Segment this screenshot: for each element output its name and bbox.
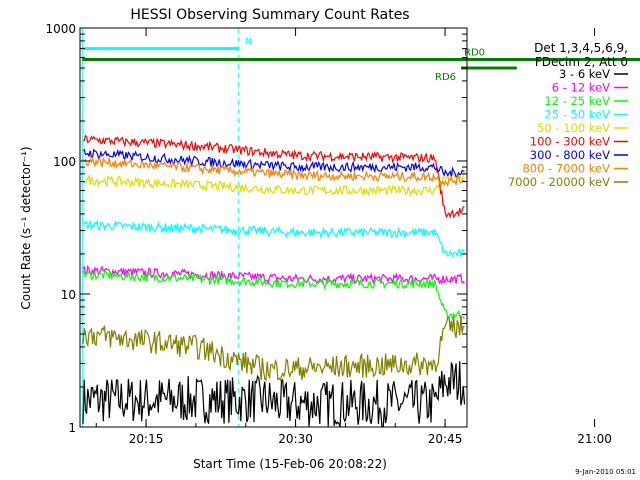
plot-frame — [79, 27, 468, 428]
series-line-0 — [82, 361, 466, 428]
series-line-6 — [82, 148, 465, 178]
flag-label-1: RD0 — [464, 47, 485, 58]
x-tick-label-3: 21:00 — [577, 432, 612, 446]
legend-header-0: Det 1,3,4,5,6,9, — [534, 41, 628, 55]
legend-label-1: 6 - 12 keV — [552, 81, 610, 95]
legend-label-5: 100 - 300 keV — [530, 135, 610, 149]
y-tick-label-0: 1 — [68, 421, 76, 435]
y-axis: 1 10 100 1000 — [45, 22, 467, 435]
y-tick-label-2: 100 — [53, 155, 76, 169]
legend-header-1: FDecim 2, Att 0 — [535, 55, 628, 69]
legend-label-8: 7000 - 20000 keV — [508, 175, 610, 189]
legend-label-6: 300 - 800 keV — [530, 148, 610, 162]
series-layer — [82, 134, 466, 428]
legend-label-4: 50 - 100 keV — [537, 121, 610, 135]
x-tick-label-2: 20:45 — [428, 432, 463, 446]
legend-label-2: 12 - 25 keV — [544, 94, 610, 108]
legend-label-3: 25 - 50 keV — [544, 108, 610, 122]
x-tick-label-0: 20:15 — [129, 432, 164, 446]
flag-label-2: RD6 — [435, 72, 456, 83]
y-axis-label: Count Rate (s⁻¹ detector⁻¹) — [19, 146, 33, 309]
y-tick-label-1: 10 — [61, 288, 76, 302]
series-line-5 — [83, 134, 465, 219]
legend-label-7: 800 - 7000 keV — [522, 162, 610, 176]
footer-date: 9-Jan-2010 05:01 — [575, 468, 636, 476]
series-line-2 — [82, 269, 465, 321]
vertical-markers — [81, 28, 240, 427]
flag-label-0: N — [245, 37, 252, 48]
chart-title: HESSI Observing Summary Count Rates — [130, 7, 409, 23]
series-line-8 — [82, 315, 465, 382]
flag-bars: NRD0RD6S — [82, 37, 640, 83]
x-axis-label: Start Time (15-Feb-06 20:08:22) — [193, 457, 387, 471]
x-tick-label-1: 20:30 — [278, 432, 313, 446]
series-line-7 — [82, 156, 465, 188]
legend-label-0: 3 - 6 keV — [559, 67, 610, 81]
legend: Det 1,3,4,5,6,9,FDecim 2, Att 03 - 6 keV… — [508, 41, 628, 189]
y-tick-label-3: 1000 — [45, 22, 76, 36]
series-line-4 — [82, 172, 466, 198]
series-line-3 — [82, 219, 465, 258]
